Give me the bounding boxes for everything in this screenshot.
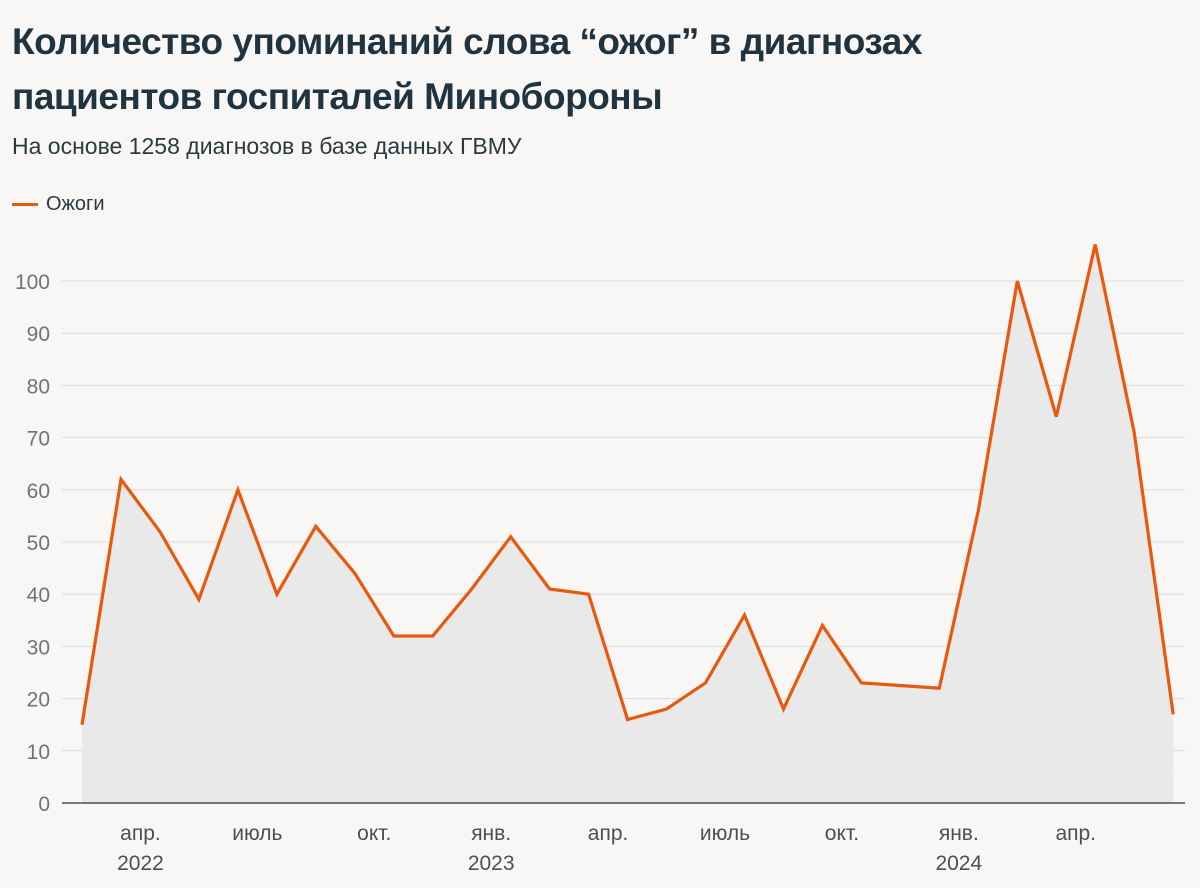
x-tick-month-1: июль bbox=[232, 822, 282, 845]
x-tick-year-2022: 2022 bbox=[117, 852, 164, 875]
y-tick-label-80: 80 bbox=[27, 375, 50, 398]
y-tick-label-30: 30 bbox=[27, 636, 50, 659]
data-point-14 bbox=[626, 717, 630, 721]
legend-label-ozhogi: Ожоги bbox=[46, 193, 105, 215]
data-point-3 bbox=[197, 597, 201, 601]
data-point-8 bbox=[392, 634, 396, 638]
data-point-15 bbox=[665, 707, 669, 711]
chart-title-line-1: Количество упоминаний слова “ожог” в диа… bbox=[12, 21, 922, 62]
data-point-10 bbox=[470, 587, 474, 591]
y-tick-label-90: 90 bbox=[27, 323, 50, 346]
data-point-26 bbox=[1093, 242, 1097, 246]
x-tick-month-3: янв. bbox=[471, 822, 511, 845]
x-tick-month-4: апр. bbox=[588, 822, 629, 845]
y-tick-label-50: 50 bbox=[27, 532, 50, 555]
x-tick-month-0: апр. bbox=[120, 822, 161, 845]
data-point-28 bbox=[1171, 712, 1175, 716]
y-tick-label-100: 100 bbox=[15, 271, 50, 294]
data-point-23 bbox=[976, 509, 980, 513]
x-tick-month-5: июль bbox=[700, 822, 750, 845]
data-point-5 bbox=[275, 592, 279, 596]
data-point-6 bbox=[314, 524, 318, 528]
data-point-22 bbox=[937, 686, 941, 690]
data-point-2 bbox=[158, 530, 162, 534]
chart-subtitle: На основе 1258 диагнозов в базе данных Г… bbox=[12, 133, 522, 159]
data-point-18 bbox=[781, 707, 785, 711]
x-tick-year-2023: 2023 bbox=[468, 852, 515, 875]
x-tick-month-6: окт. bbox=[825, 822, 859, 845]
x-tick-month-8: апр. bbox=[1055, 822, 1096, 845]
x-tick-month-7: янв. bbox=[939, 822, 979, 845]
data-point-4 bbox=[236, 488, 240, 492]
data-point-1 bbox=[119, 477, 123, 481]
data-point-20 bbox=[859, 681, 863, 685]
data-point-13 bbox=[587, 592, 591, 596]
series-line-ozhogi bbox=[80, 244, 1175, 725]
x-tick-month-2: окт. bbox=[357, 822, 391, 845]
y-tick-label-70: 70 bbox=[27, 428, 50, 451]
data-point-0 bbox=[80, 723, 84, 727]
y-tick-label-60: 60 bbox=[27, 480, 50, 503]
chart-title-line-2: пациентов госпиталей Минобороны bbox=[12, 76, 663, 117]
data-point-19 bbox=[820, 624, 824, 628]
data-point-12 bbox=[548, 587, 552, 591]
chart-title: Количество упоминаний слова “ожог” в диа… bbox=[12, 14, 1182, 124]
data-point-25 bbox=[1054, 415, 1058, 419]
data-point-27 bbox=[1132, 430, 1136, 434]
y-tick-label-0: 0 bbox=[38, 793, 50, 816]
x-tick-year-2024: 2024 bbox=[935, 852, 982, 875]
series-area-ozhogi bbox=[82, 244, 1174, 803]
legend-swatch-ozhogi bbox=[12, 203, 38, 206]
chart-legend: Ожоги bbox=[12, 193, 105, 216]
data-point-24 bbox=[1015, 279, 1019, 283]
y-tick-label-10: 10 bbox=[27, 741, 50, 764]
y-tick-label-40: 40 bbox=[27, 584, 50, 607]
data-point-9 bbox=[431, 634, 435, 638]
data-point-16 bbox=[704, 681, 708, 685]
data-point-7 bbox=[353, 571, 357, 575]
data-point-11 bbox=[509, 535, 513, 539]
data-point-21 bbox=[898, 684, 902, 688]
y-tick-label-20: 20 bbox=[27, 689, 50, 712]
data-point-17 bbox=[742, 613, 746, 617]
